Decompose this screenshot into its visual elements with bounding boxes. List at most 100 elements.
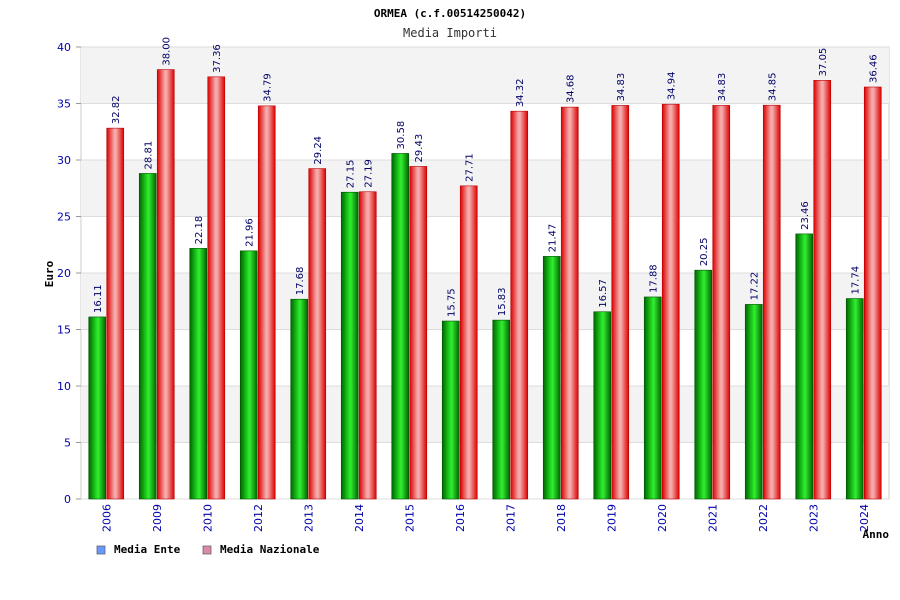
bar-media-nazionale [813, 80, 832, 500]
bar-media-ente [441, 320, 460, 500]
data-labels-group: 16.11 32.82 28.81 38.00 22.18 37.36 21.96 34.79… [93, 37, 880, 317]
data-label: 17.68 [295, 267, 306, 296]
x-tick-label: 2017 [504, 504, 517, 532]
data-label: 36.46 [869, 54, 880, 83]
data-label: 15.83 [497, 287, 508, 316]
bar-media-nazionale [156, 69, 175, 500]
bar-media-nazionale [358, 191, 377, 500]
data-label: 34.68 [566, 74, 577, 103]
legend-label: Media Ente [114, 543, 181, 556]
data-label: 16.57 [598, 279, 609, 308]
x-axis-ticks: 2006 2009 2010 2012 2013 2014 2015 2016 2017 2018… [100, 504, 871, 532]
y-tick-label: 30 [57, 154, 71, 167]
bar-media-nazionale [560, 106, 579, 500]
bar-media-ente [643, 296, 662, 500]
data-label: 27.71 [465, 153, 476, 182]
bar-media-ente [492, 319, 511, 500]
data-label: 37.36 [212, 44, 223, 73]
data-label: 17.88 [649, 264, 660, 293]
x-tick-label: 2010 [201, 504, 214, 532]
x-tick-label: 2009 [151, 504, 164, 532]
bar-media-nazionale [257, 105, 276, 500]
data-label: 37.05 [818, 48, 829, 77]
bar-media-nazionale [106, 127, 125, 500]
data-label: 29.24 [313, 136, 324, 165]
bar-media-nazionale [409, 166, 428, 500]
data-label: 30.58 [396, 121, 407, 150]
x-axis-label: Anno [863, 528, 890, 541]
bar-media-nazionale [762, 104, 781, 500]
data-label: 27.15 [346, 160, 357, 189]
x-tick-label: 2016 [454, 504, 467, 532]
data-label: 23.46 [800, 201, 811, 230]
bar-media-ente [845, 298, 864, 500]
bar-media-nazionale [611, 105, 630, 500]
y-tick-label: 5 [64, 437, 71, 450]
y-tick-label: 25 [57, 211, 71, 224]
x-tick-label: 2018 [555, 504, 568, 532]
data-label: 34.32 [515, 79, 526, 108]
x-tick-label: 2020 [656, 504, 669, 532]
chart-subtitle: Media Importi [403, 26, 497, 40]
data-label: 27.19 [364, 159, 375, 188]
y-tick-label: 20 [57, 267, 71, 280]
data-label: 34.83 [717, 73, 728, 102]
legend-label: Media Nazionale [220, 543, 320, 556]
data-label: 34.94 [667, 72, 678, 101]
bars-group [88, 69, 882, 500]
bar-media-ente [189, 248, 208, 500]
bar-media-ente [694, 269, 713, 500]
data-label: 28.81 [144, 141, 155, 170]
x-tick-label: 2006 [100, 504, 113, 532]
bar-media-ente [239, 250, 258, 500]
data-label: 38.00 [162, 37, 173, 66]
bar-media-nazionale [712, 105, 731, 500]
data-label: 22.18 [194, 216, 205, 245]
bar-media-ente [138, 173, 157, 500]
y-tick-label: 15 [57, 324, 71, 337]
bar-media-ente [88, 316, 107, 500]
x-tick-label: 2014 [353, 504, 366, 532]
y-tick-label: 35 [57, 98, 71, 111]
data-label: 21.96 [245, 218, 256, 247]
data-label: 15.75 [447, 288, 458, 317]
data-label: 34.85 [768, 73, 779, 102]
y-tick-label: 0 [64, 493, 71, 506]
data-label: 17.22 [750, 272, 761, 301]
data-label: 34.83 [616, 73, 627, 102]
chart-title: ORMEA (c.f.00514250042) [374, 7, 526, 20]
y-tick-label: 40 [57, 41, 71, 54]
data-label: 32.82 [111, 95, 122, 124]
x-tick-label: 2012 [252, 504, 265, 532]
legend: Media Ente Media Nazionale [96, 543, 320, 556]
x-tick-label: 2024 [858, 504, 871, 532]
x-tick-label: 2021 [706, 504, 719, 532]
bar-media-ente [795, 233, 814, 500]
y-tick-label: 10 [57, 380, 71, 393]
legend-swatch [202, 545, 212, 555]
y-axis-label: Euro [43, 260, 56, 287]
x-tick-label: 2015 [403, 504, 416, 532]
bar-media-nazionale [308, 168, 327, 500]
data-label: 29.43 [414, 134, 425, 163]
bar-media-nazionale [661, 103, 680, 500]
data-label: 17.74 [851, 266, 862, 295]
data-label: 21.47 [548, 224, 559, 253]
x-tick-label: 2013 [302, 504, 315, 532]
data-label: 34.79 [263, 73, 274, 102]
data-label: 20.25 [699, 238, 710, 267]
bar-media-ente [593, 311, 612, 500]
bar-media-ente [542, 256, 561, 500]
bar-media-ente [290, 298, 309, 500]
x-tick-label: 2022 [757, 504, 770, 532]
bar-media-ente [340, 191, 359, 500]
bar-media-nazionale [863, 86, 882, 500]
bar-media-ente [744, 304, 763, 500]
x-tick-label: 2023 [807, 504, 820, 532]
bar-media-nazionale [510, 110, 529, 500]
bar-media-nazionale [207, 76, 226, 500]
y-axis-ticks: 0 5 10 15 20 25 30 35 40 [57, 41, 81, 506]
bar-media-ente [391, 153, 410, 500]
x-tick-label: 2019 [605, 504, 618, 532]
